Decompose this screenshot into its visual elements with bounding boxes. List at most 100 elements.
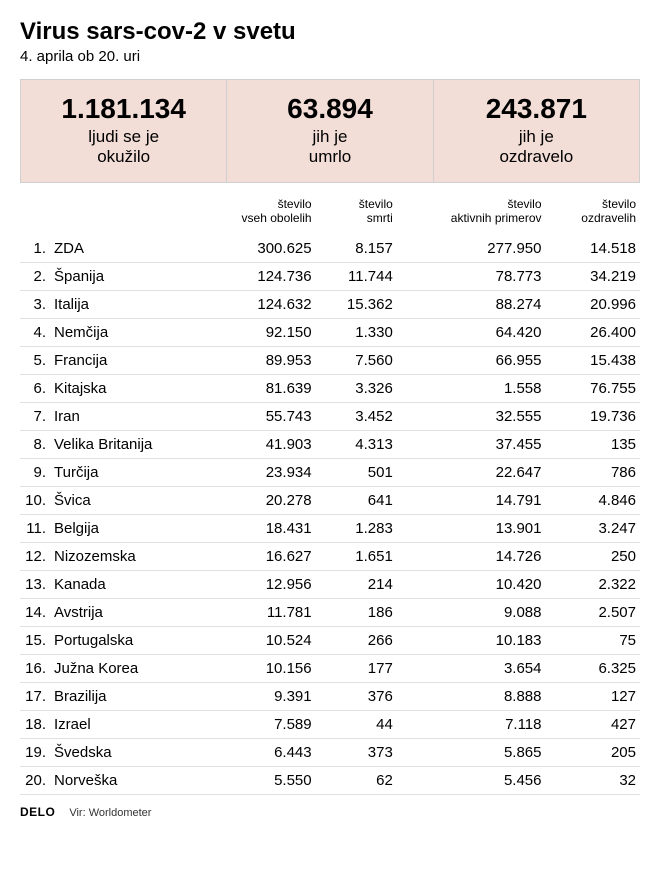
cell-rank: 11.: [20, 515, 48, 543]
cell-country: Velika Britanija: [48, 431, 198, 459]
col-country: [48, 195, 198, 236]
col-recovered: število ozdravelih: [546, 195, 641, 236]
summary-recovered-label: jih je ozdravelo: [440, 127, 633, 168]
cell-cases: 23.934: [198, 459, 316, 487]
cell-recovered: 2.507: [546, 599, 641, 627]
cell-deaths: 1.330: [316, 319, 397, 347]
cell-deaths: 376: [316, 683, 397, 711]
cell-recovered: 135: [546, 431, 641, 459]
cell-country: Italija: [48, 291, 198, 319]
cell-deaths: 44: [316, 711, 397, 739]
cell-rank: 17.: [20, 683, 48, 711]
cell-country: Nemčija: [48, 319, 198, 347]
cell-rank: 18.: [20, 711, 48, 739]
cell-recovered: 20.996: [546, 291, 641, 319]
cell-deaths: 11.744: [316, 263, 397, 291]
table-row: 7.Iran55.7433.45232.55519.736: [20, 403, 640, 431]
cell-active: 88.274: [397, 291, 546, 319]
cell-deaths: 186: [316, 599, 397, 627]
table-row: 16.Južna Korea10.1561773.6546.325: [20, 655, 640, 683]
cell-cases: 41.903: [198, 431, 316, 459]
cell-recovered: 250: [546, 543, 641, 571]
cell-cases: 55.743: [198, 403, 316, 431]
cell-country: Izrael: [48, 711, 198, 739]
table-row: 11.Belgija18.4311.28313.9013.247: [20, 515, 640, 543]
table-row: 14.Avstrija11.7811869.0882.507: [20, 599, 640, 627]
cell-cases: 20.278: [198, 487, 316, 515]
summary-recovered-value: 243.871: [440, 94, 633, 125]
col-rank: [20, 195, 48, 236]
cell-deaths: 15.362: [316, 291, 397, 319]
cell-recovered: 6.325: [546, 655, 641, 683]
col-cases: število vseh obolelih: [198, 195, 316, 236]
summary-panel: 1.181.134 ljudi se je okužilo 63.894 jih…: [20, 79, 640, 183]
summary-infected-label: ljudi se je okužilo: [27, 127, 220, 168]
cell-active: 10.183: [397, 627, 546, 655]
cell-cases: 92.150: [198, 319, 316, 347]
cell-cases: 124.632: [198, 291, 316, 319]
table-row: 5.Francija89.9537.56066.95515.438: [20, 347, 640, 375]
cell-country: Brazilija: [48, 683, 198, 711]
cell-rank: 6.: [20, 375, 48, 403]
table-row: 9.Turčija23.93450122.647786: [20, 459, 640, 487]
cell-active: 10.420: [397, 571, 546, 599]
cell-country: Nizozemska: [48, 543, 198, 571]
cell-active: 5.865: [397, 739, 546, 767]
cell-deaths: 1.283: [316, 515, 397, 543]
cell-active: 8.888: [397, 683, 546, 711]
cell-country: Belgija: [48, 515, 198, 543]
cell-country: Norveška: [48, 767, 198, 795]
table-row: 15.Portugalska10.52426610.18375: [20, 627, 640, 655]
cell-cases: 12.956: [198, 571, 316, 599]
cell-rank: 2.: [20, 263, 48, 291]
summary-infected: 1.181.134 ljudi se je okužilo: [21, 80, 227, 182]
cell-recovered: 19.736: [546, 403, 641, 431]
cell-rank: 15.: [20, 627, 48, 655]
cell-rank: 5.: [20, 347, 48, 375]
table-row: 3.Italija124.63215.36288.27420.996: [20, 291, 640, 319]
cell-recovered: 2.322: [546, 571, 641, 599]
cell-rank: 7.: [20, 403, 48, 431]
cell-active: 277.950: [397, 235, 546, 263]
cell-rank: 12.: [20, 543, 48, 571]
cell-active: 14.726: [397, 543, 546, 571]
table-row: 18.Izrael7.589447.118427: [20, 711, 640, 739]
cell-country: Španija: [48, 263, 198, 291]
cell-country: Švica: [48, 487, 198, 515]
table-row: 19.Švedska6.4433735.865205: [20, 739, 640, 767]
cell-active: 32.555: [397, 403, 546, 431]
cell-recovered: 32: [546, 767, 641, 795]
cell-deaths: 8.157: [316, 235, 397, 263]
cell-rank: 16.: [20, 655, 48, 683]
cell-country: ZDA: [48, 235, 198, 263]
cell-rank: 13.: [20, 571, 48, 599]
cell-cases: 11.781: [198, 599, 316, 627]
table-row: 20.Norveška5.550625.45632: [20, 767, 640, 795]
cell-active: 66.955: [397, 347, 546, 375]
table-row: 4.Nemčija92.1501.33064.42026.400: [20, 319, 640, 347]
cell-recovered: 26.400: [546, 319, 641, 347]
cell-active: 14.791: [397, 487, 546, 515]
summary-deaths: 63.894 jih je umrlo: [227, 80, 433, 182]
table-header-row: število vseh obolelih število smrti štev…: [20, 195, 640, 236]
cell-deaths: 501: [316, 459, 397, 487]
cell-country: Turčija: [48, 459, 198, 487]
cell-country: Portugalska: [48, 627, 198, 655]
cell-active: 3.654: [397, 655, 546, 683]
col-active: število aktivnih primerov: [397, 195, 546, 236]
cell-country: Kitajska: [48, 375, 198, 403]
cell-deaths: 4.313: [316, 431, 397, 459]
cell-rank: 9.: [20, 459, 48, 487]
cell-recovered: 3.247: [546, 515, 641, 543]
cell-cases: 10.156: [198, 655, 316, 683]
cell-active: 37.455: [397, 431, 546, 459]
cell-cases: 9.391: [198, 683, 316, 711]
cell-country: Francija: [48, 347, 198, 375]
col-deaths: število smrti: [316, 195, 397, 236]
cell-rank: 10.: [20, 487, 48, 515]
source-text: Vir: Worldometer: [69, 807, 151, 819]
cell-recovered: 127: [546, 683, 641, 711]
cell-deaths: 177: [316, 655, 397, 683]
table-row: 1.ZDA300.6258.157277.95014.518: [20, 235, 640, 263]
table-row: 13.Kanada12.95621410.4202.322: [20, 571, 640, 599]
